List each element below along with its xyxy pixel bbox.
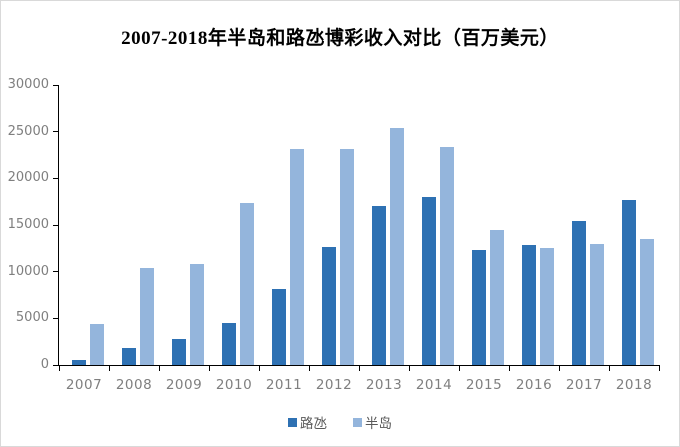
bar-cotai-2017 — [572, 220, 586, 365]
x-axis-tick — [359, 366, 360, 371]
x-axis-tick — [209, 366, 210, 371]
legend-label-cotai: 路氹 — [300, 416, 327, 432]
x-axis-label: 2009 — [165, 377, 203, 393]
bar-peninsula-2018 — [640, 239, 654, 365]
x-axis-label: 2014 — [415, 377, 453, 393]
x-axis-tick — [109, 366, 110, 371]
bar-cotai-2010 — [222, 323, 236, 365]
y-axis-tick — [53, 364, 59, 366]
bar-cotai-2015 — [472, 249, 486, 365]
x-axis-label: 2011 — [265, 377, 303, 393]
x-axis-tick — [259, 366, 260, 371]
plot-area: 0 5000 10000 15000 20000 25000 30000 2007 2008 20… — [8, 77, 660, 393]
bar-cotai-2016 — [522, 244, 536, 365]
y-axis-tick-label: 10000 — [7, 263, 49, 279]
bar-peninsula-2012 — [340, 148, 354, 365]
x-axis-label: 2007 — [65, 377, 103, 393]
bar-cotai-2008 — [122, 348, 136, 365]
y-axis-tick-label: 30000 — [7, 77, 49, 92]
x-axis-label: 2010 — [215, 377, 253, 393]
x-axis-tick — [509, 366, 510, 371]
y-axis-tick-label: 0 — [40, 357, 49, 372]
x-axis-tick — [159, 366, 160, 371]
bar-peninsula-2014 — [440, 146, 454, 365]
y-axis-tick — [53, 177, 59, 179]
y-axis-tick — [53, 224, 59, 226]
x-axis-label: 2008 — [115, 377, 153, 393]
legend-swatch-cotai — [288, 417, 297, 427]
bar-cotai-2007 — [72, 360, 86, 365]
bar-cotai-2012 — [322, 246, 336, 365]
y-axis-tick-label: 15000 — [7, 217, 49, 232]
x-axis-label: 2016 — [515, 377, 553, 393]
bar-cotai-2009 — [172, 339, 186, 365]
x-axis-label: 2013 — [365, 377, 403, 393]
legend-label-peninsula: 半岛 — [365, 416, 392, 432]
bar-peninsula-2010 — [240, 202, 254, 365]
x-axis-tick — [659, 366, 660, 371]
y-axis-tick-label: 20000 — [7, 170, 49, 186]
bar-peninsula-2007 — [90, 324, 104, 365]
bar-peninsula-2008 — [140, 267, 154, 365]
x-axis-label: 2012 — [315, 377, 353, 393]
y-axis-tick — [53, 317, 59, 319]
bar-peninsula-2009 — [190, 264, 204, 365]
chart-title: 2007-2018年半岛和路氹博彩收入对比（百万美元） — [121, 28, 559, 49]
bar-cotai-2018 — [622, 199, 636, 365]
x-axis-tick — [409, 366, 410, 371]
legend-swatch-peninsula — [353, 417, 362, 427]
x-axis-tick — [459, 366, 460, 371]
legend: 路氹 半岛 — [1, 412, 679, 432]
x-axis-label: 2015 — [465, 377, 503, 393]
bar-peninsula-2017 — [590, 243, 604, 365]
bar-peninsula-2013 — [390, 127, 404, 365]
legend-item-peninsula: 半岛 — [353, 412, 392, 432]
bar-cotai-2014 — [422, 197, 436, 365]
bar-peninsula-2015 — [490, 229, 504, 365]
y-axis-tick-label: 25000 — [7, 123, 49, 139]
bar-cotai-2013 — [372, 205, 386, 365]
x-axis-tick — [559, 366, 560, 371]
x-axis-label: 2017 — [565, 377, 603, 393]
legend-item-cotai: 路氹 — [288, 412, 327, 432]
x-axis-tick — [59, 366, 60, 371]
bar-cotai-2011 — [272, 288, 286, 365]
x-axis-label: 2018 — [615, 377, 653, 393]
bar-peninsula-2016 — [540, 248, 554, 365]
y-axis-tick-label: 5000 — [15, 310, 49, 326]
y-axis-tick — [53, 131, 59, 133]
y-axis-tick — [53, 84, 59, 86]
bar-peninsula-2011 — [290, 148, 304, 365]
x-axis-tick — [309, 366, 310, 371]
y-axis-tick — [53, 271, 59, 273]
x-axis-tick — [609, 366, 610, 371]
